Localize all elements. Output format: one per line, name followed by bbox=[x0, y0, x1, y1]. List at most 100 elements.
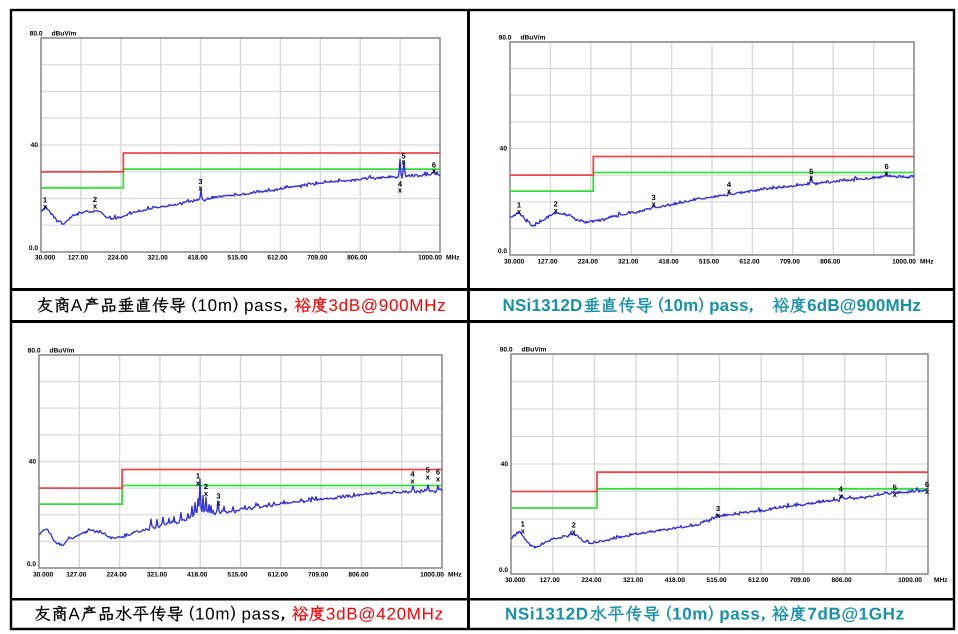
svg-text:709.00: 709.00 bbox=[307, 255, 328, 262]
svg-text:709.00: 709.00 bbox=[790, 577, 811, 584]
svg-text:x: x bbox=[204, 489, 209, 498]
svg-text:40: 40 bbox=[500, 146, 508, 153]
svg-text:pass: pass bbox=[242, 605, 281, 624]
svg-text:6: 6 bbox=[432, 161, 436, 170]
svg-text:515.00: 515.00 bbox=[227, 255, 248, 262]
svg-text:x: x bbox=[216, 499, 221, 508]
svg-text:1000.00: 1000.00 bbox=[418, 255, 442, 262]
svg-text:806.00: 806.00 bbox=[832, 577, 853, 584]
svg-text:x: x bbox=[651, 200, 656, 209]
svg-text:pass: pass bbox=[719, 605, 760, 624]
svg-text:4: 4 bbox=[410, 470, 415, 479]
svg-text:127.00: 127.00 bbox=[68, 255, 89, 262]
svg-text:418.00: 418.00 bbox=[188, 255, 209, 262]
svg-text:MHz: MHz bbox=[448, 572, 462, 579]
svg-text:224.00: 224.00 bbox=[107, 572, 128, 579]
svg-text:10m: 10m bbox=[198, 296, 233, 315]
svg-text:612.00: 612.00 bbox=[739, 259, 760, 266]
svg-text:40: 40 bbox=[501, 461, 509, 468]
svg-text:x: x bbox=[517, 207, 522, 216]
svg-text:30.000: 30.000 bbox=[504, 259, 525, 266]
svg-text:515.00: 515.00 bbox=[227, 572, 248, 579]
svg-text:1: 1 bbox=[521, 520, 526, 529]
svg-text:x: x bbox=[401, 158, 406, 167]
svg-text:x: x bbox=[436, 475, 441, 484]
svg-text:x: x bbox=[727, 187, 732, 196]
svg-text:1000.00: 1000.00 bbox=[892, 259, 916, 266]
svg-text:x: x bbox=[196, 479, 201, 488]
svg-text:x: x bbox=[426, 473, 431, 482]
svg-text:1: 1 bbox=[43, 196, 48, 205]
svg-text:2: 2 bbox=[554, 200, 558, 209]
svg-text:224.00: 224.00 bbox=[581, 577, 602, 584]
svg-text:321.00: 321.00 bbox=[618, 259, 639, 266]
svg-text:3dB@420MHz: 3dB@420MHz bbox=[326, 605, 444, 624]
svg-text:30.000: 30.000 bbox=[505, 577, 526, 584]
svg-text:321.00: 321.00 bbox=[148, 255, 169, 262]
svg-text:2: 2 bbox=[572, 521, 576, 530]
svg-text:5: 5 bbox=[426, 466, 431, 475]
svg-text:A: A bbox=[71, 296, 83, 315]
svg-text:0.0: 0.0 bbox=[27, 561, 36, 568]
svg-text:612.00: 612.00 bbox=[267, 255, 288, 262]
svg-text:x: x bbox=[398, 186, 403, 195]
svg-text:6dB@900MHz: 6dB@900MHz bbox=[807, 296, 921, 315]
svg-text:3: 3 bbox=[651, 193, 655, 202]
svg-text:3dB@900MHz: 3dB@900MHz bbox=[328, 296, 446, 315]
svg-text:NSi1312D: NSi1312D bbox=[503, 296, 583, 315]
svg-text:0.0: 0.0 bbox=[29, 245, 38, 252]
svg-text:0.0: 0.0 bbox=[498, 248, 507, 255]
svg-text:30.000: 30.000 bbox=[35, 255, 56, 262]
svg-text:321.00: 321.00 bbox=[147, 572, 168, 579]
svg-text:4: 4 bbox=[727, 180, 732, 189]
svg-text:x: x bbox=[410, 477, 415, 486]
svg-text:MHz: MHz bbox=[920, 259, 934, 266]
svg-text:418.00: 418.00 bbox=[665, 577, 686, 584]
svg-text:10m: 10m bbox=[672, 605, 708, 624]
svg-text:x: x bbox=[716, 511, 721, 520]
svg-text:2: 2 bbox=[93, 195, 97, 204]
svg-text:7dB@1GHz: 7dB@1GHz bbox=[807, 605, 904, 624]
svg-text:0.0: 0.0 bbox=[499, 567, 508, 574]
svg-text:x: x bbox=[893, 490, 898, 499]
svg-text:5: 5 bbox=[401, 152, 406, 161]
svg-text:x: x bbox=[809, 174, 814, 183]
svg-text:612.00: 612.00 bbox=[268, 572, 289, 579]
svg-text:80.0: 80.0 bbox=[28, 347, 41, 354]
svg-text:3: 3 bbox=[716, 504, 720, 513]
svg-text:10m: 10m bbox=[195, 605, 230, 624]
svg-text:x: x bbox=[572, 528, 577, 537]
svg-text:2: 2 bbox=[204, 482, 208, 491]
svg-text:x: x bbox=[198, 184, 203, 193]
svg-text:dBuV/m: dBuV/m bbox=[50, 347, 75, 354]
svg-text:806.00: 806.00 bbox=[347, 255, 368, 262]
svg-text:90.0: 90.0 bbox=[499, 34, 512, 41]
svg-text:x: x bbox=[884, 169, 889, 178]
svg-text:6: 6 bbox=[884, 162, 888, 171]
svg-text:10m: 10m bbox=[664, 296, 699, 315]
svg-text:709.00: 709.00 bbox=[308, 572, 329, 579]
svg-text:x: x bbox=[43, 202, 48, 211]
svg-text:806.00: 806.00 bbox=[348, 572, 369, 579]
svg-text:1: 1 bbox=[196, 472, 201, 481]
svg-text:515.00: 515.00 bbox=[706, 577, 727, 584]
svg-text:80.0: 80.0 bbox=[30, 30, 43, 37]
svg-text:709.00: 709.00 bbox=[780, 259, 801, 266]
svg-text:1000.00: 1000.00 bbox=[420, 572, 444, 579]
svg-text:418.00: 418.00 bbox=[659, 259, 680, 266]
svg-text:x: x bbox=[93, 202, 98, 211]
svg-text:6: 6 bbox=[436, 468, 440, 477]
svg-text:dBuV/m: dBuV/m bbox=[52, 30, 77, 37]
svg-text:x: x bbox=[925, 487, 930, 496]
svg-text:30.000: 30.000 bbox=[33, 572, 54, 579]
svg-text:dBuV/m: dBuV/m bbox=[521, 34, 546, 41]
svg-text:x: x bbox=[554, 206, 559, 215]
svg-text:3: 3 bbox=[198, 177, 202, 186]
svg-text:6: 6 bbox=[925, 480, 929, 489]
svg-text:MHz: MHz bbox=[934, 577, 948, 584]
svg-text:x: x bbox=[432, 167, 437, 176]
svg-text:dBuV/m: dBuV/m bbox=[522, 346, 547, 353]
svg-text:4: 4 bbox=[398, 180, 403, 189]
svg-text:NSi1312D: NSi1312D bbox=[505, 605, 589, 624]
svg-text:90.0: 90.0 bbox=[500, 346, 513, 353]
